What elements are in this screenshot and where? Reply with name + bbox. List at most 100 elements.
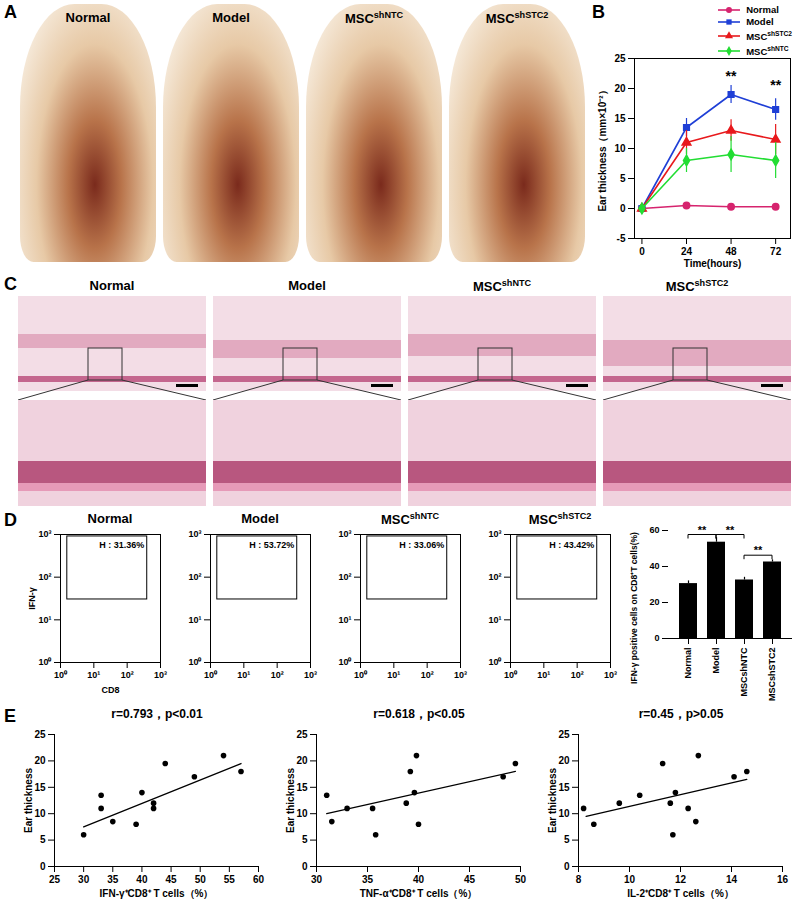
svg-text:Ear thickness: Ear thickness [285, 768, 296, 833]
svg-text:10¹: 10¹ [488, 615, 501, 625]
svg-text:60: 60 [253, 874, 265, 885]
svg-text:25: 25 [49, 874, 61, 885]
svg-text:10: 10 [624, 874, 636, 885]
svg-text:15: 15 [614, 113, 626, 124]
svg-text:10²: 10² [571, 670, 584, 680]
svg-text:5: 5 [40, 834, 46, 845]
svg-text:12: 12 [675, 874, 687, 885]
svg-text:10⁰: 10⁰ [188, 657, 202, 667]
svg-text:Model: Model [711, 648, 721, 674]
svg-text:10³: 10³ [338, 529, 351, 539]
svg-text:45: 45 [166, 874, 178, 885]
svg-text:10³: 10³ [38, 529, 51, 539]
svg-text:40: 40 [413, 874, 425, 885]
svg-text:14: 14 [726, 874, 738, 885]
svg-text:IFN-γ: IFN-γ [27, 587, 37, 610]
svg-text:TNF-α⁺CD8⁺ T cells（%）: TNF-α⁺CD8⁺ T cells（%） [360, 888, 478, 899]
svg-text:10³: 10³ [304, 670, 317, 680]
svg-text:10: 10 [558, 808, 570, 819]
svg-text:30: 30 [78, 874, 90, 885]
svg-text:15: 15 [34, 782, 46, 793]
svg-text:10²: 10² [38, 572, 51, 582]
svg-text:50: 50 [515, 874, 527, 885]
svg-text:10³: 10³ [188, 529, 201, 539]
svg-text:10: 10 [614, 143, 626, 154]
svg-text:**: ** [726, 524, 735, 536]
svg-text:16: 16 [777, 874, 789, 885]
svg-text:20: 20 [558, 755, 570, 766]
svg-text:30: 30 [311, 874, 323, 885]
svg-text:0: 0 [40, 861, 46, 872]
svg-text:10⁰: 10⁰ [54, 670, 68, 680]
svg-text:20: 20 [34, 755, 46, 766]
svg-text:IFN-γ positive cells on CD8⁺T: IFN-γ positive cells on CD8⁺T cells(%) [629, 532, 639, 684]
svg-text:5: 5 [302, 834, 308, 845]
svg-text:10²: 10² [421, 670, 434, 680]
svg-text:5: 5 [564, 834, 570, 845]
svg-text:25: 25 [614, 53, 626, 64]
svg-text:10⁰: 10⁰ [338, 657, 352, 667]
svg-text:H : 33.06%: H : 33.06% [399, 540, 444, 550]
svg-text:MSCshSTC2: MSCshSTC2 [767, 648, 777, 702]
svg-text:Ear thickness: Ear thickness [547, 768, 558, 833]
svg-text:10¹: 10¹ [38, 615, 51, 625]
svg-text:8: 8 [576, 874, 582, 885]
svg-text:10⁰: 10⁰ [488, 657, 502, 667]
svg-text:25: 25 [296, 729, 308, 740]
svg-text:H : 31.36%: H : 31.36% [99, 540, 144, 550]
svg-text:25: 25 [558, 729, 570, 740]
svg-text:-5: -5 [617, 233, 626, 244]
svg-text:0: 0 [620, 203, 626, 214]
svg-text:IL-2⁺CD8⁺ T cells（%）: IL-2⁺CD8⁺ T cells（%） [627, 888, 734, 899]
svg-text:10: 10 [34, 808, 46, 819]
svg-text:15: 15 [558, 782, 570, 793]
svg-text:10¹: 10¹ [237, 670, 250, 680]
svg-text:10³: 10³ [604, 670, 617, 680]
svg-text:35: 35 [107, 874, 119, 885]
svg-text:10²: 10² [488, 572, 501, 582]
svg-text:Ear thickness（mm×10⁻²）: Ear thickness（mm×10⁻²） [597, 85, 608, 211]
svg-text:10¹: 10¹ [188, 615, 201, 625]
svg-text:H : 53.72%: H : 53.72% [249, 540, 294, 550]
svg-text:20: 20 [649, 597, 659, 607]
svg-text:35: 35 [362, 874, 374, 885]
svg-text:72: 72 [770, 246, 782, 257]
svg-text:50: 50 [195, 874, 207, 885]
svg-text:**: ** [698, 524, 707, 536]
svg-text:10²: 10² [121, 670, 134, 680]
svg-text:10¹: 10¹ [387, 670, 400, 680]
svg-text:60: 60 [649, 525, 659, 535]
svg-text:H : 43.42%: H : 43.42% [549, 540, 594, 550]
svg-text:10: 10 [296, 808, 308, 819]
svg-text:45: 45 [464, 874, 476, 885]
svg-text:10⁰: 10⁰ [38, 657, 52, 667]
svg-text:**: ** [726, 68, 737, 84]
svg-text:25: 25 [34, 729, 46, 740]
svg-text:**: ** [754, 544, 763, 556]
svg-text:10³: 10³ [154, 670, 167, 680]
svg-text:48: 48 [726, 246, 738, 257]
svg-text:Normal: Normal [683, 648, 693, 679]
svg-text:10¹: 10¹ [338, 615, 351, 625]
svg-text:15: 15 [296, 782, 308, 793]
svg-text:10⁰: 10⁰ [504, 670, 518, 680]
svg-text:10²: 10² [338, 572, 351, 582]
svg-text:0: 0 [302, 861, 308, 872]
svg-text:20: 20 [614, 83, 626, 94]
svg-text:10²: 10² [188, 572, 201, 582]
svg-text:**: ** [770, 77, 781, 93]
svg-text:CD8: CD8 [101, 685, 119, 695]
svg-text:10¹: 10¹ [87, 670, 100, 680]
svg-text:55: 55 [224, 874, 236, 885]
svg-text:40: 40 [136, 874, 148, 885]
svg-text:IFN-γ⁺CD8⁺ T cells（%）: IFN-γ⁺CD8⁺ T cells（%） [100, 888, 214, 899]
svg-text:0: 0 [639, 246, 645, 257]
svg-text:40: 40 [649, 561, 659, 571]
svg-text:0: 0 [564, 861, 570, 872]
svg-text:10²: 10² [271, 670, 284, 680]
svg-text:10³: 10³ [488, 529, 501, 539]
svg-text:0: 0 [654, 633, 659, 643]
svg-text:20: 20 [296, 755, 308, 766]
svg-text:10⁰: 10⁰ [204, 670, 218, 680]
svg-text:Time(hours): Time(hours) [684, 258, 742, 269]
